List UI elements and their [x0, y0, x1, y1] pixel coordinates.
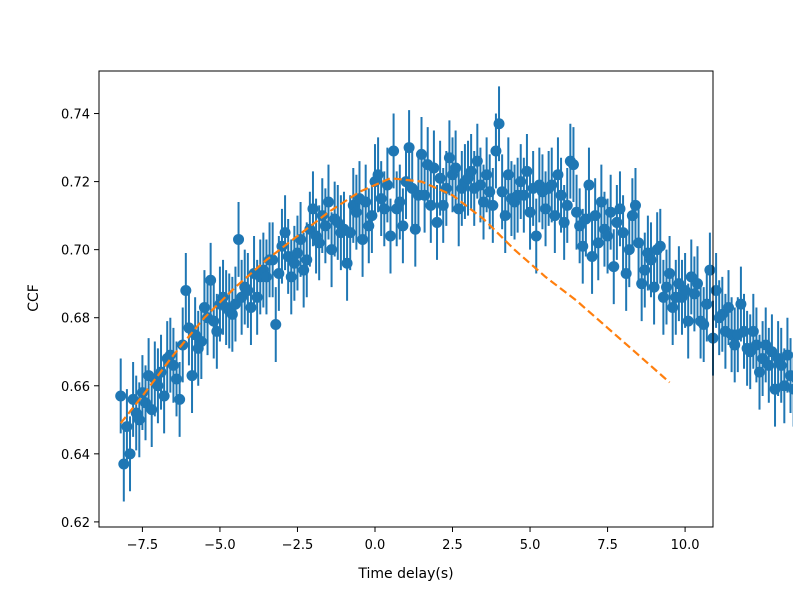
data-point	[205, 242, 217, 318]
data-point	[270, 287, 282, 362]
x-tick-label: −5.0	[204, 538, 236, 553]
data-point	[124, 416, 136, 492]
data-point	[487, 167, 499, 243]
point-marker	[499, 210, 511, 222]
point-marker	[205, 274, 217, 286]
data-point	[583, 147, 595, 223]
y-tick-label: 0.72	[61, 176, 90, 191]
point-marker	[704, 264, 716, 276]
data-point	[785, 338, 793, 413]
data-point	[608, 229, 620, 305]
point-marker	[592, 237, 604, 249]
y-tick-label: 0.64	[61, 448, 90, 463]
data-point	[521, 133, 533, 209]
data-point	[567, 127, 579, 203]
data-point	[617, 195, 629, 271]
data-point	[682, 283, 694, 359]
y-tick-label: 0.70	[61, 244, 90, 259]
point-marker	[322, 196, 334, 208]
data-point	[633, 205, 645, 281]
point-marker	[785, 370, 793, 382]
point-marker	[608, 261, 620, 273]
point-marker	[530, 230, 542, 242]
data-point	[788, 351, 793, 427]
point-marker	[450, 162, 462, 174]
point-marker	[682, 315, 694, 327]
y-axis-label: CCF	[26, 284, 42, 312]
point-marker	[124, 448, 136, 460]
y-tick-label: 0.62	[61, 516, 90, 531]
data-point	[499, 178, 511, 254]
point-marker	[174, 393, 186, 405]
point-marker	[381, 179, 393, 191]
plot-area	[115, 86, 793, 502]
data-point	[174, 361, 186, 437]
data-point	[549, 178, 561, 254]
data-point	[322, 164, 334, 240]
data-point	[381, 147, 393, 223]
x-axis-label: Time delay(s)	[357, 566, 453, 582]
x-tick-label: 7.5	[597, 538, 618, 553]
point-marker	[617, 227, 629, 239]
x-tick-label: −7.5	[127, 538, 159, 553]
data-point	[388, 113, 400, 189]
point-marker	[431, 216, 443, 228]
x-tick-label: 5.0	[520, 538, 541, 553]
data-point	[384, 198, 396, 274]
x-tick-label: 2.5	[442, 538, 463, 553]
point-marker	[115, 390, 127, 402]
data-point	[586, 219, 598, 294]
point-marker	[605, 206, 617, 218]
point-marker	[561, 199, 573, 211]
fit-line	[119, 177, 671, 424]
data-point	[561, 167, 573, 243]
data-point	[403, 110, 415, 185]
data-point	[233, 202, 245, 277]
point-marker	[567, 159, 579, 171]
point-marker	[416, 148, 428, 160]
data-point	[416, 116, 428, 192]
data-point	[450, 130, 462, 206]
point-marker	[384, 230, 396, 242]
y-tick-label: 0.66	[61, 380, 90, 395]
data-point	[428, 130, 440, 206]
data-point	[186, 338, 198, 413]
data-point	[431, 185, 443, 260]
axes-frame	[98, 70, 714, 528]
data-point	[397, 188, 409, 264]
data-point	[654, 208, 666, 284]
point-marker	[270, 319, 282, 331]
point-marker	[397, 220, 409, 232]
point-marker	[487, 199, 499, 211]
point-marker	[428, 162, 440, 174]
x-tick-label: −2.5	[282, 538, 314, 553]
point-marker	[654, 240, 666, 252]
point-marker	[388, 145, 400, 157]
x-tick-label: 10.0	[671, 538, 700, 553]
point-marker	[186, 370, 198, 382]
data-point	[493, 86, 505, 162]
point-marker	[233, 233, 245, 245]
data-point	[115, 358, 127, 434]
x-tick-label: 0.0	[365, 538, 386, 553]
data-point	[605, 174, 617, 250]
point-marker	[586, 250, 598, 262]
point-marker	[549, 210, 561, 222]
data-point	[530, 198, 542, 274]
data-point	[592, 205, 604, 281]
axes: −7.5 −5.0 −2.5 0.0 2.5 5.0 7.5 10.0 0.62 0.64 0.66…	[61, 70, 714, 553]
point-marker	[267, 254, 279, 266]
point-marker	[521, 165, 533, 177]
point-marker	[583, 179, 595, 191]
point-marker	[788, 383, 793, 395]
y-tick-label: 0.68	[61, 312, 90, 327]
point-marker	[403, 142, 415, 154]
y-tick-label: 0.74	[61, 108, 90, 123]
point-marker	[633, 237, 645, 249]
point-marker	[493, 118, 505, 130]
